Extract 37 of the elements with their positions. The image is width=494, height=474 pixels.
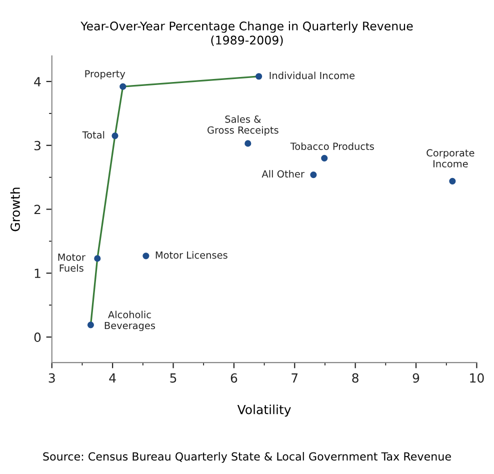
annotation: Motor Fuels — [58, 254, 86, 272]
point — [449, 178, 456, 184]
y-tick-label: 1 — [34, 268, 40, 278]
point — [256, 73, 262, 80]
annotation: Individual Income — [270, 72, 355, 80]
point — [112, 132, 118, 140]
point — [142, 252, 150, 260]
source-note: Source: Census Bureau Quarterly State & Local Government Tax Revenue — [43, 452, 451, 463]
x-tick-label: 7 — [292, 373, 298, 383]
annotation: Sales & Gross Receipts — [208, 115, 278, 136]
point — [321, 154, 328, 162]
y-tick-label: 3 — [34, 140, 40, 150]
x-tick-label: 5 — [170, 373, 176, 383]
annotation: Alcoholic Beverages — [104, 310, 156, 332]
annotation: All Other — [262, 170, 304, 178]
x-tick-label: 3 — [48, 373, 55, 383]
annotation: Motor Licenses — [156, 251, 228, 259]
point — [87, 322, 94, 328]
y-axis-title: Growth — [10, 188, 20, 232]
point — [120, 83, 126, 90]
annotation: Corporate Income — [426, 149, 474, 168]
y-tick-label: 4 — [34, 77, 41, 86]
point — [310, 171, 317, 178]
annotation: Tobacco Products — [290, 142, 374, 150]
x-axis-title: Volatility — [237, 404, 291, 417]
point — [94, 255, 101, 262]
y-tick-label: 0 — [34, 332, 41, 342]
annotation: Total — [82, 131, 104, 139]
point — [244, 140, 252, 147]
chart-title: Year-Over-Year Percentage Change in Quarterly Revenue (1989-2009) — [80, 21, 413, 46]
x-tick-label: 6 — [230, 373, 238, 383]
annotation: Property — [85, 70, 126, 80]
y-tick-label: 2 — [34, 204, 40, 214]
x-tick-label: 10 — [470, 373, 484, 383]
x-tick-label: 4 — [109, 373, 116, 383]
x-tick-label: 9 — [412, 373, 420, 383]
x-tick-label: 8 — [352, 373, 358, 383]
